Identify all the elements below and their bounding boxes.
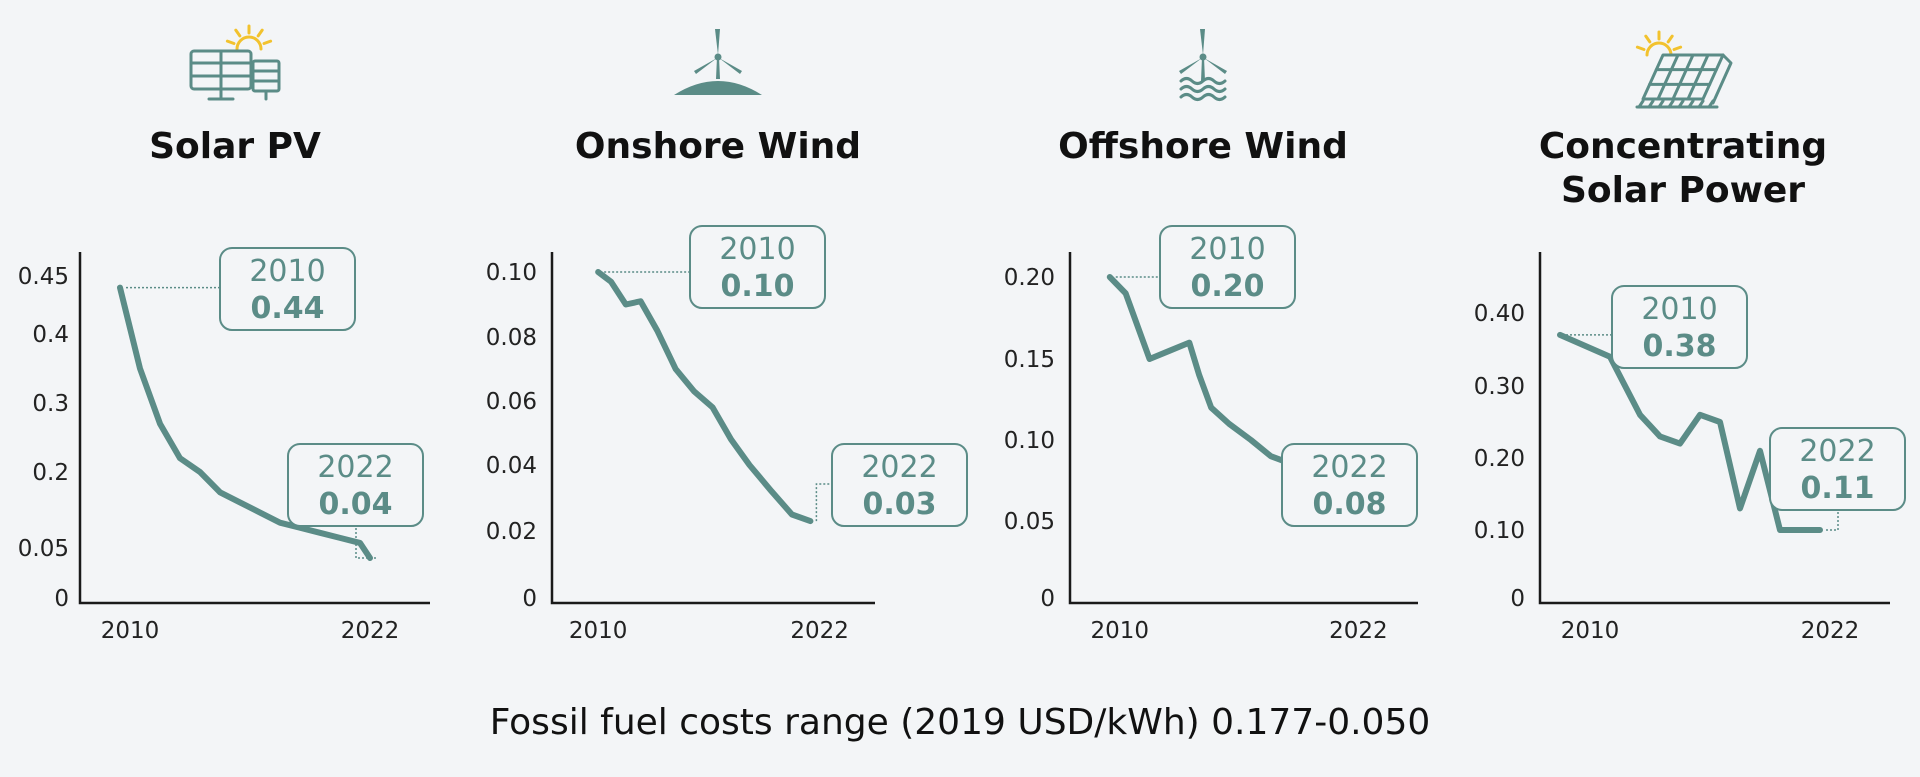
x-tick-label: 2022 — [1329, 618, 1388, 644]
series-line — [117, 284, 373, 561]
y-tick-label: 0.20 — [1474, 446, 1525, 472]
x-tick-label: 2010 — [1561, 618, 1620, 644]
callout-year: 2022 — [1799, 434, 1875, 469]
y-tick-label: 0.30 — [1474, 374, 1525, 400]
y-tick-label: 0.08 — [486, 325, 537, 351]
y-tick-label: 0.02 — [486, 519, 537, 545]
callout-value: 0.04 — [318, 487, 392, 522]
callout-box — [1611, 285, 1748, 369]
leader-line — [1826, 510, 1839, 531]
y-tick-label: 0.2 — [32, 460, 69, 486]
callout-year: 2010 — [1189, 232, 1265, 267]
concentrating-solar-icon — [1635, 30, 1733, 109]
callout-value: 0.10 — [720, 269, 794, 304]
callout-value: 0.03 — [862, 487, 936, 522]
callout-year: 2010 — [249, 254, 325, 289]
chart-title: Onshore Wind — [575, 126, 861, 167]
axes — [1068, 252, 1418, 605]
chart-title: Solar PV — [149, 126, 321, 167]
callout-box — [689, 225, 826, 309]
y-tick-label: 0 — [522, 586, 537, 612]
x-tick-label: 2010 — [569, 618, 628, 644]
x-tick-label: 2022 — [341, 618, 400, 644]
y-tick-label: 0.4 — [32, 322, 69, 348]
y-tick-label: 0.05 — [18, 536, 69, 562]
x-tick-label: 2022 — [1801, 618, 1860, 644]
y-tick-label: 0.05 — [1004, 509, 1055, 535]
x-tick-label: 2022 — [790, 618, 849, 644]
callout-value: 0.44 — [250, 291, 324, 326]
callout-box — [1769, 427, 1906, 511]
chart-title: Offshore Wind — [1058, 126, 1348, 167]
solar-panel-icon — [189, 24, 281, 101]
callout-value: 0.08 — [1312, 487, 1386, 522]
y-tick-label: 0.10 — [486, 260, 537, 286]
axes — [1538, 252, 1890, 605]
leader-line — [815, 483, 832, 522]
callout-value: 0.20 — [1190, 269, 1264, 304]
y-tick-label: 0.04 — [486, 453, 537, 479]
callout-box — [1159, 225, 1296, 309]
axes — [550, 252, 875, 605]
y-tick-label: 0.15 — [1004, 347, 1055, 373]
callout-year: 2022 — [861, 450, 937, 485]
y-tick-label: 0.40 — [1474, 301, 1525, 327]
x-tick-label: 2010 — [101, 618, 160, 644]
callout-box — [219, 247, 356, 331]
leader-line — [355, 526, 376, 559]
axes — [78, 252, 430, 605]
x-tick-label: 2010 — [1090, 618, 1149, 644]
callout-year: 2010 — [1641, 292, 1717, 327]
y-tick-label: 0 — [1040, 586, 1055, 612]
y-tick-label: 0.10 — [1004, 428, 1055, 454]
chart-title: Concentrating — [1539, 126, 1827, 167]
y-tick-label: 0.3 — [32, 391, 69, 417]
y-tick-label: 0 — [1510, 586, 1525, 612]
chart-title: Solar Power — [1561, 170, 1805, 211]
series-line — [1557, 331, 1823, 533]
callout-value: 0.38 — [1642, 329, 1716, 364]
y-tick-label: 0.20 — [1004, 265, 1055, 291]
fossil-fuel-footnote: Fossil fuel costs range (2019 USD/kWh) 0… — [489, 702, 1431, 743]
callout-year: 2010 — [719, 232, 795, 267]
y-tick-label: 0.45 — [18, 264, 69, 290]
callout-year: 2022 — [317, 450, 393, 485]
onshore-wind-turbine-icon — [674, 29, 762, 95]
y-tick-label: 0.06 — [486, 389, 537, 415]
y-tick-label: 0.10 — [1474, 518, 1525, 544]
callout-value: 0.11 — [1800, 471, 1874, 506]
callout-box — [831, 443, 968, 527]
series-line — [595, 269, 814, 525]
callout-year: 2022 — [1311, 450, 1387, 485]
y-tick-label: 0 — [54, 586, 69, 612]
callout-box — [1281, 443, 1418, 527]
offshore-wind-turbine-icon — [1179, 29, 1227, 101]
callout-box — [287, 443, 424, 527]
